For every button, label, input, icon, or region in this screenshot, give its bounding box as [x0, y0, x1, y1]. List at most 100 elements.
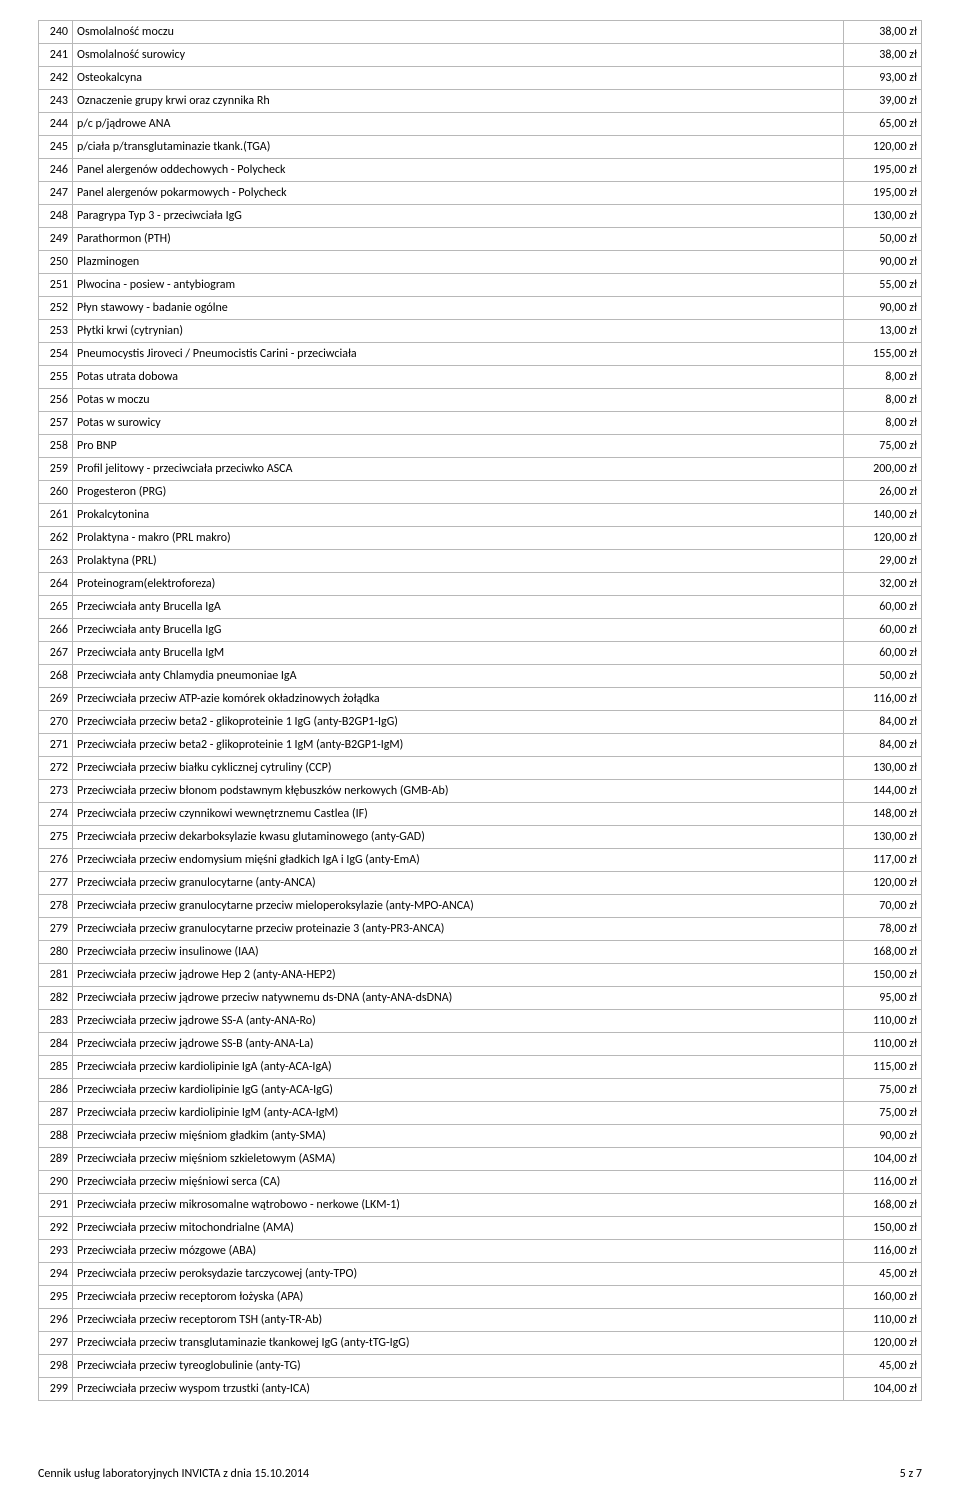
row-number: 247 — [39, 182, 73, 205]
row-number: 244 — [39, 113, 73, 136]
row-number: 269 — [39, 688, 73, 711]
row-number: 255 — [39, 366, 73, 389]
row-price: 75,00 zł — [844, 1079, 922, 1102]
row-name: Przeciwciała przeciw granulocytarne (ant… — [73, 872, 844, 895]
row-name: Przeciwciała przeciw kardiolipinie IgA (… — [73, 1056, 844, 1079]
row-price: 150,00 zł — [844, 964, 922, 987]
row-number: 266 — [39, 619, 73, 642]
row-price: 90,00 zł — [844, 1125, 922, 1148]
row-name: Przeciwciała anty Brucella IgA — [73, 596, 844, 619]
row-name: Przeciwciała przeciw transglutaminazie t… — [73, 1332, 844, 1355]
table-row: 268Przeciwciała anty Chlamydia pneumonia… — [39, 665, 922, 688]
row-name: Przeciwciała przeciw granulocytarne prze… — [73, 918, 844, 941]
table-row: 263Prolaktyna (PRL)29,00 zł — [39, 550, 922, 573]
row-name: Prokalcytonina — [73, 504, 844, 527]
row-name: Płytki krwi (cytrynian) — [73, 320, 844, 343]
row-name: Przeciwciała przeciw kardiolipinie IgM (… — [73, 1102, 844, 1125]
table-row: 290Przeciwciała przeciw mięśniowi serca … — [39, 1171, 922, 1194]
table-row: 273Przeciwciała przeciw błonom podstawny… — [39, 780, 922, 803]
row-name: Przeciwciała przeciw mięśniom szkieletow… — [73, 1148, 844, 1171]
row-name: Przeciwciała przeciw mikrosomalne wątrob… — [73, 1194, 844, 1217]
row-number: 284 — [39, 1033, 73, 1056]
row-price: 110,00 zł — [844, 1010, 922, 1033]
page: 240Osmolalność moczu38,00 zł241Osmolalno… — [0, 0, 960, 1505]
row-number: 286 — [39, 1079, 73, 1102]
row-price: 60,00 zł — [844, 642, 922, 665]
row-price: 38,00 zł — [844, 21, 922, 44]
table-row: 289Przeciwciała przeciw mięśniom szkiele… — [39, 1148, 922, 1171]
row-name: Przeciwciała anty Brucella IgM — [73, 642, 844, 665]
row-name: Przeciwciała przeciw granulocytarne prze… — [73, 895, 844, 918]
table-row: 286Przeciwciała przeciw kardiolipinie Ig… — [39, 1079, 922, 1102]
row-price: 38,00 zł — [844, 44, 922, 67]
row-price: 168,00 zł — [844, 1194, 922, 1217]
row-number: 295 — [39, 1286, 73, 1309]
row-price: 144,00 zł — [844, 780, 922, 803]
row-price: 84,00 zł — [844, 711, 922, 734]
row-name: Przeciwciała przeciw jądrowe SS-B (anty-… — [73, 1033, 844, 1056]
table-row: 294Przeciwciała przeciw peroksydazie tar… — [39, 1263, 922, 1286]
row-name: Progesteron (PRG) — [73, 481, 844, 504]
row-price: 84,00 zł — [844, 734, 922, 757]
row-price: 120,00 zł — [844, 136, 922, 159]
row-name: Prolaktyna - makro (PRL makro) — [73, 527, 844, 550]
row-name: Przeciwciała przeciw dekarboksylazie kwa… — [73, 826, 844, 849]
row-price: 39,00 zł — [844, 90, 922, 113]
row-name: Przeciwciała przeciw jądrowe SS-A (anty-… — [73, 1010, 844, 1033]
row-name: Przeciwciała przeciw insulinowe (IAA) — [73, 941, 844, 964]
footer-left: Cennik usług laboratoryjnych INVICTA z d… — [38, 1467, 309, 1481]
table-row: 243Oznaczenie grupy krwi oraz czynnika R… — [39, 90, 922, 113]
table-row: 248Paragrypa Typ 3 - przeciwciała IgG130… — [39, 205, 922, 228]
row-name: Profil jelitowy - przeciwciała przeciwko… — [73, 458, 844, 481]
row-name: Przeciwciała przeciw wyspom trzustki (an… — [73, 1378, 844, 1401]
row-name: Przeciwciała przeciw mózgowe (ABA) — [73, 1240, 844, 1263]
row-number: 270 — [39, 711, 73, 734]
table-row: 279Przeciwciała przeciw granulocytarne p… — [39, 918, 922, 941]
table-row: 242Osteokalcyna93,00 zł — [39, 67, 922, 90]
table-row: 298Przeciwciała przeciw tyreoglobulinie … — [39, 1355, 922, 1378]
table-row: 274Przeciwciała przeciw czynnikowi wewnę… — [39, 803, 922, 826]
row-price: 168,00 zł — [844, 941, 922, 964]
table-row: 254Pneumocystis Jiroveci / Pneumocistis … — [39, 343, 922, 366]
row-number: 277 — [39, 872, 73, 895]
row-name: Przeciwciała przeciw peroksydazie tarczy… — [73, 1263, 844, 1286]
table-row: 291Przeciwciała przeciw mikrosomalne wąt… — [39, 1194, 922, 1217]
table-row: 275Przeciwciała przeciw dekarboksylazie … — [39, 826, 922, 849]
table-row: 247Panel alergenów pokarmowych - Polyche… — [39, 182, 922, 205]
table-row: 285Przeciwciała przeciw kardiolipinie Ig… — [39, 1056, 922, 1079]
row-number: 294 — [39, 1263, 73, 1286]
row-price: 155,00 zł — [844, 343, 922, 366]
row-number: 279 — [39, 918, 73, 941]
row-number: 297 — [39, 1332, 73, 1355]
row-number: 257 — [39, 412, 73, 435]
row-name: Pneumocystis Jiroveci / Pneumocistis Car… — [73, 343, 844, 366]
table-row: 296Przeciwciała przeciw receptorom TSH (… — [39, 1309, 922, 1332]
table-row: 270Przeciwciała przeciw beta2 - glikopro… — [39, 711, 922, 734]
table-row: 276Przeciwciała przeciw endomysium mięśn… — [39, 849, 922, 872]
row-name: p/ciała p/transglutaminazie tkank.(TGA) — [73, 136, 844, 159]
row-price: 115,00 zł — [844, 1056, 922, 1079]
row-number: 274 — [39, 803, 73, 826]
row-name: Przeciwciała przeciw receptorom TSH (ant… — [73, 1309, 844, 1332]
row-name: Prolaktyna (PRL) — [73, 550, 844, 573]
row-number: 278 — [39, 895, 73, 918]
row-name: Panel alergenów oddechowych - Polycheck — [73, 159, 844, 182]
row-name: Przeciwciała przeciw mięśniowi serca (CA… — [73, 1171, 844, 1194]
row-number: 275 — [39, 826, 73, 849]
row-price: 116,00 zł — [844, 688, 922, 711]
row-name: Parathormon (PTH) — [73, 228, 844, 251]
row-price: 130,00 zł — [844, 826, 922, 849]
row-price: 78,00 zł — [844, 918, 922, 941]
table-row: 292Przeciwciała przeciw mitochondrialne … — [39, 1217, 922, 1240]
row-name: Plazminogen — [73, 251, 844, 274]
row-number: 254 — [39, 343, 73, 366]
row-name: Przeciwciała przeciw endomysium mięśni g… — [73, 849, 844, 872]
row-price: 93,00 zł — [844, 67, 922, 90]
row-price: 120,00 zł — [844, 872, 922, 895]
table-row: 272Przeciwciała przeciw białku cykliczne… — [39, 757, 922, 780]
table-row: 269Przeciwciała przeciw ATP-azie komórek… — [39, 688, 922, 711]
table-row: 262Prolaktyna - makro (PRL makro)120,00 … — [39, 527, 922, 550]
row-number: 298 — [39, 1355, 73, 1378]
row-number: 258 — [39, 435, 73, 458]
row-price: 50,00 zł — [844, 228, 922, 251]
